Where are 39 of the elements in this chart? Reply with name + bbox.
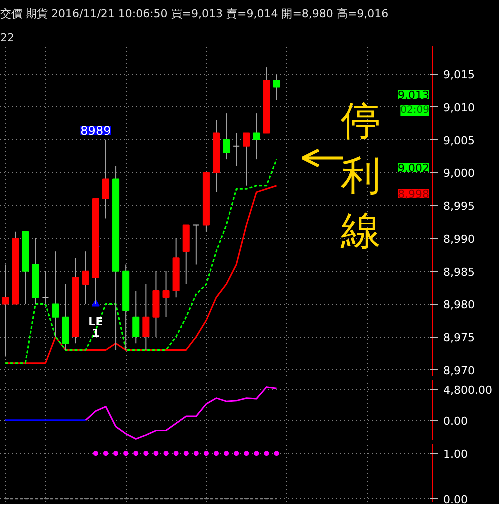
candlestick bbox=[243, 132, 250, 186]
candlestick bbox=[142, 284, 150, 351]
candlestick bbox=[253, 113, 260, 160]
y-tick-label: 8,990 bbox=[444, 232, 475, 246]
chart-subtitle: 22 bbox=[0, 32, 14, 44]
candlestick bbox=[82, 251, 90, 305]
y-tick-label: 8,985 bbox=[444, 266, 475, 279]
candlestick bbox=[233, 132, 240, 167]
candlestick bbox=[102, 139, 110, 220]
y-tick-label: 8,995 bbox=[444, 200, 475, 214]
chart-title: 交價 期貨 2016/11/21 10:06:50 買=9,013 賣=9,014 開=8,980 高=9,016 bbox=[0, 8, 389, 20]
y-tick-label: 8,970 bbox=[444, 364, 475, 378]
y-tick-label: 4,800.00 bbox=[444, 384, 492, 397]
annotation: 停利線 bbox=[340, 98, 382, 255]
y-tick-label: 8,980 bbox=[444, 298, 475, 312]
line-series bbox=[85, 386, 278, 440]
candlestick bbox=[273, 74, 280, 101]
y-tick-label: 9,010 bbox=[444, 101, 475, 114]
y-tick-label: 0.00 bbox=[444, 414, 468, 428]
annotation: LE bbox=[88, 315, 104, 328]
annotation: 9,002 bbox=[398, 162, 430, 175]
candlestick bbox=[162, 270, 170, 318]
y-tick-label: 8,975 bbox=[444, 332, 475, 345]
y-tick-label: 9,005 bbox=[444, 134, 475, 148]
candlestick bbox=[52, 251, 60, 338]
candlestick bbox=[42, 270, 50, 305]
y-tick-label: 9,000 bbox=[444, 167, 475, 180]
annotation: 9,013 bbox=[398, 89, 430, 102]
annotation: 8,998 bbox=[398, 188, 430, 201]
candlestick bbox=[132, 290, 140, 344]
y-tick-label: 0.00 bbox=[444, 493, 468, 506]
y-tick-label: 1.00 bbox=[444, 448, 468, 462]
candlestick bbox=[192, 224, 200, 266]
annotation: 02:09 bbox=[400, 105, 430, 116]
y-tick-label: 9,015 bbox=[444, 68, 475, 82]
annotation: 1 bbox=[92, 326, 100, 340]
candlestick bbox=[2, 264, 10, 358]
annotation: 8989 bbox=[80, 124, 112, 138]
candlestick bbox=[223, 113, 230, 160]
